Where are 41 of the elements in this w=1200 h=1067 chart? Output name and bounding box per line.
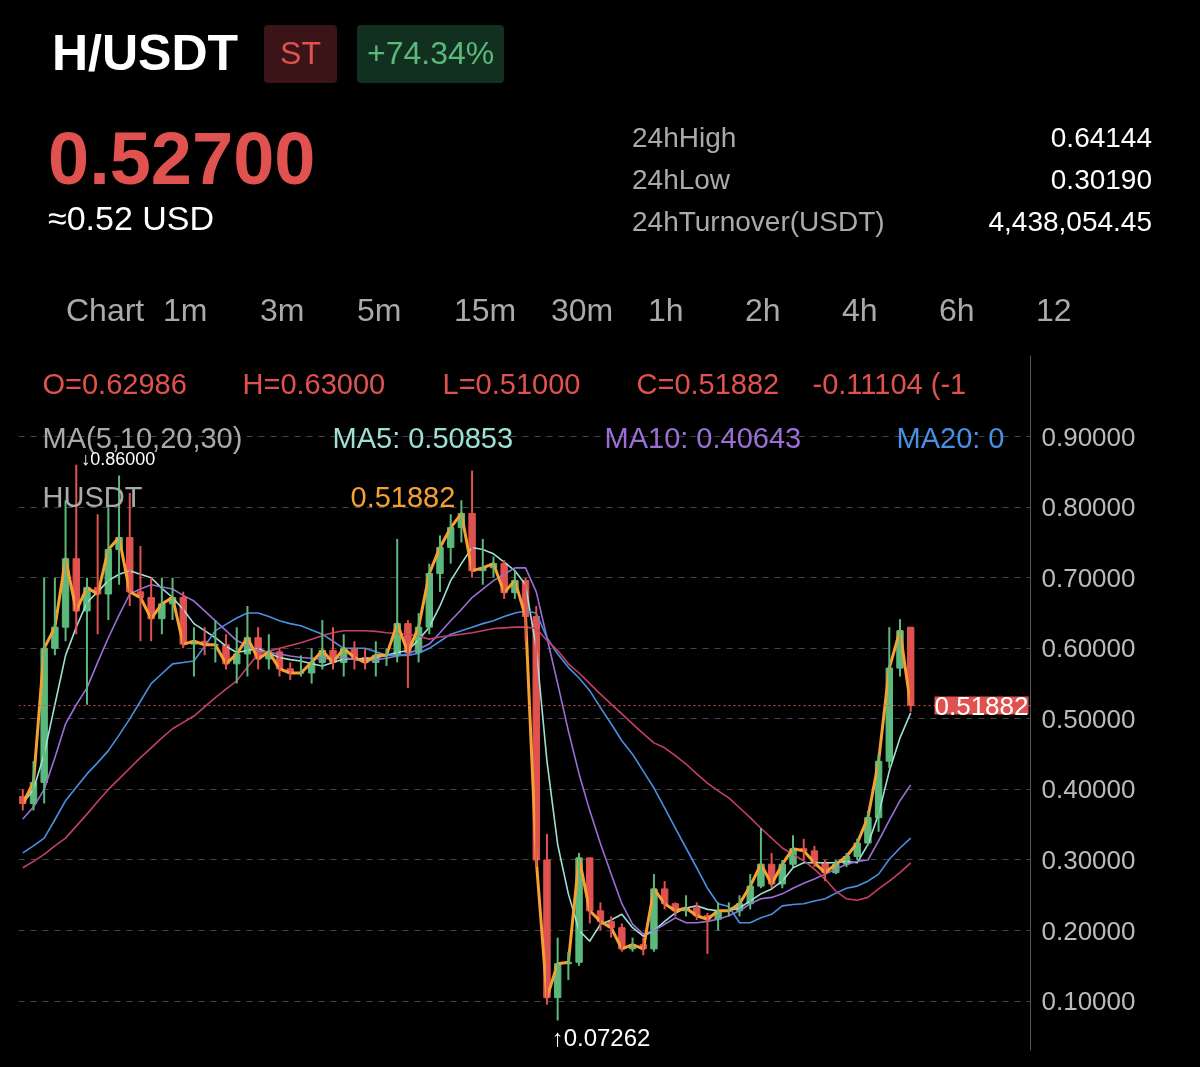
y-tick-label: 0.80000 bbox=[1041, 492, 1136, 523]
series-label: 0.51882 bbox=[350, 480, 456, 513]
y-tick-label: 0.60000 bbox=[1041, 633, 1136, 664]
text: 0.64144 bbox=[1050, 121, 1152, 155]
y-tick-label: 0.40000 bbox=[1041, 774, 1136, 805]
text: 4,438,054.45 bbox=[988, 205, 1152, 239]
text: MA20: 0 bbox=[896, 421, 1005, 454]
text: MA10: 0.40643 bbox=[604, 421, 802, 454]
text: 15m bbox=[454, 291, 518, 330]
annotation: L=0.51000 bbox=[442, 367, 581, 400]
annotation: H=0.63000 bbox=[242, 367, 386, 400]
text: +74.34% bbox=[357, 24, 505, 83]
text: 24hHigh bbox=[632, 121, 737, 155]
text: ST bbox=[264, 24, 337, 83]
text: MA5: 0.50853 bbox=[332, 421, 514, 454]
text: 2h bbox=[745, 291, 782, 330]
text: 30m bbox=[551, 291, 615, 330]
text: Chart bbox=[66, 291, 146, 330]
y-tick-label: 0.50000 bbox=[1041, 703, 1136, 734]
y-tick-label: 0.90000 bbox=[1041, 421, 1136, 452]
annotation: C=0.51882 bbox=[636, 367, 780, 400]
text: 3m bbox=[260, 291, 306, 330]
text: 6h bbox=[939, 291, 976, 330]
annotation: -0.11104 (-1 bbox=[812, 367, 967, 400]
y-tick-label: 0.20000 bbox=[1041, 915, 1136, 946]
y-tick-label: 0.70000 bbox=[1041, 562, 1136, 593]
text: 24hLow bbox=[632, 163, 731, 197]
text: 12 bbox=[1036, 291, 1073, 330]
chart-title: H/USDT bbox=[52, 24, 239, 83]
annotation: O=0.62986 bbox=[42, 367, 187, 400]
y-tick-label: 0.10000 bbox=[1041, 986, 1136, 1017]
text: 0.30190 bbox=[1050, 163, 1152, 197]
annotation: MA(5,10,20,30) bbox=[42, 421, 243, 454]
text: 4h bbox=[842, 291, 879, 330]
text: 1m bbox=[163, 291, 209, 330]
y-tick-label: 0.30000 bbox=[1041, 844, 1136, 875]
annotation: ↑0.07262 bbox=[551, 1024, 651, 1052]
ref-line-label: 0.51882 bbox=[934, 690, 1029, 721]
text: 24hTurnover(USDT) bbox=[632, 205, 885, 239]
text: 5m bbox=[357, 291, 403, 330]
text: 1h bbox=[648, 291, 685, 330]
